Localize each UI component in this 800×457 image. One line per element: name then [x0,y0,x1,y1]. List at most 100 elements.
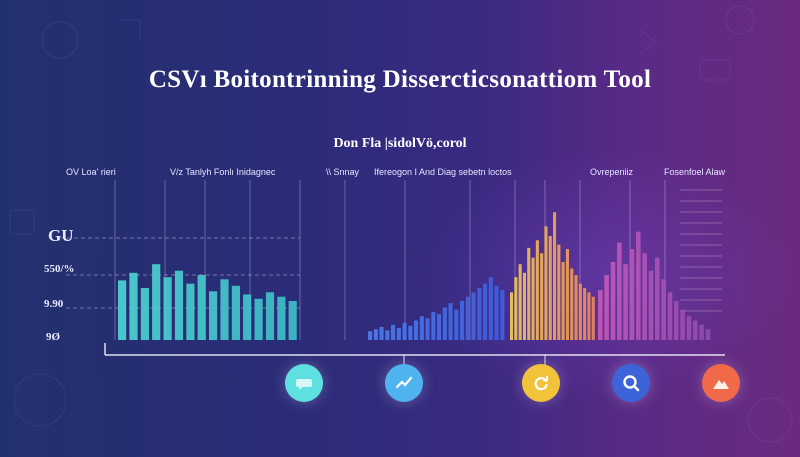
bar-yellow-orange-15 [574,275,578,340]
bar-pink-purple-14 [686,316,692,340]
bar-teal-2 [140,288,149,340]
bar-pink-purple-13 [680,309,685,340]
bar-teal-3 [152,264,161,340]
bar-blue-23 [500,290,505,340]
bar-blue-6 [402,322,407,340]
bar-teal-10 [231,285,240,340]
bar-teal-9 [220,279,229,340]
page-title: CSVı Boitontrinning Dissercticsonattiom … [148,66,652,93]
bar-blue-15 [454,309,459,340]
bar-blue-10 [425,318,430,340]
bar-blue-0 [368,331,373,340]
bar-pink-purple-2 [610,262,616,340]
column-label-4: Ifereogon I And Diag sebetn loctos [374,167,512,177]
bar-yellow-orange-11 [557,244,561,340]
bar-pink-purple-10 [661,279,666,340]
bar-teal-13 [265,292,275,340]
bar-yellow-orange-4 [527,247,531,340]
bar-yellow-orange-18 [587,292,591,340]
bar-blue-17 [465,296,470,340]
bar-blue-7 [408,325,413,340]
bar-blue-12 [437,314,442,340]
bar-pink-purple-7 [642,253,647,340]
bar-pink-purple-16 [699,324,704,340]
bar-yellow-orange-1 [514,277,518,340]
refresh-cycle-button[interactable] [522,364,560,402]
bar-yellow-orange-16 [578,283,582,340]
bar-teal-7 [197,275,206,340]
bar-yellow-orange-6 [535,240,539,340]
bar-blue-4 [391,324,396,340]
bar-blue-8 [414,320,419,340]
bar-yellow-orange-9 [548,236,552,340]
y-tick-label-1: GU [48,226,74,245]
bar-yellow-orange-5 [531,257,535,340]
chat-bubble-button[interactable] [285,364,323,402]
bar-blue-18 [471,292,476,340]
bar-pink-purple-12 [674,301,679,340]
bar-blue-16 [460,301,465,340]
y-tick-label-2: 550/% [44,263,75,275]
bar-pink-purple-0 [598,290,603,340]
column-label-6: Fosenfoel Alaw [664,167,726,177]
column-label-2: V/z Tanlyh Fonlı Inidagnec [170,167,276,177]
bar-blue-14 [448,303,453,340]
bar-blue-2 [379,327,384,340]
trend-line-button[interactable] [385,364,423,402]
bar-yellow-orange-2 [518,264,522,340]
bar-pink-purple-4 [623,264,628,340]
column-label-1: OV Loa' rieri [66,167,116,177]
bar-blue-19 [477,288,482,340]
bar-pink-purple-1 [604,275,609,340]
bar-blue-20 [483,283,488,340]
bar-teal-14 [277,296,286,340]
chart-subtitle: Don Fla |sidolVö,corol [333,136,467,151]
mountain-shape-button[interactable] [702,364,740,402]
bar-pink-purple-17 [705,329,711,340]
chat-bubble-icon [294,373,314,393]
bar-teal-6 [186,283,195,340]
bar-teal-1 [129,272,138,340]
bar-yellow-orange-19 [591,296,595,340]
bar-blue-3 [385,330,390,341]
bar-blue-9 [419,316,424,340]
bar-yellow-orange-0 [510,292,514,340]
bar-teal-11 [243,294,252,340]
bar-yellow-orange-14 [570,268,574,340]
bar-blue-21 [488,277,493,340]
bar-blue-5 [396,328,401,340]
bar-pink-purple-11 [667,292,673,340]
bar-yellow-orange-8 [544,226,548,341]
bar-blue-1 [373,329,378,340]
bar-yellow-orange-7 [540,253,544,340]
bar-pink-purple-15 [693,320,698,340]
y-tick-label-3: 9.90 [44,298,64,310]
search-magnifier-button[interactable] [612,364,650,402]
bar-teal-0 [118,280,127,340]
trend-line-icon [394,373,414,393]
bar-pink-purple-9 [655,257,660,340]
bar-pink-purple-8 [648,270,654,340]
search-magnifier-icon [621,373,641,393]
bar-blue-13 [442,307,447,340]
bar-yellow-orange-13 [565,249,569,340]
refresh-cycle-icon [531,373,551,393]
bar-yellow-orange-10 [553,212,557,340]
bar-yellow-orange-17 [583,288,587,340]
bar-teal-12 [254,298,263,340]
bar-teal-8 [209,291,218,341]
bar-yellow-orange-12 [561,262,565,340]
bar-pink-purple-5 [629,249,635,340]
bar-teal-15 [288,301,297,340]
bar-teal-4 [163,277,172,340]
y-tick-label-4: 9Ø [46,331,61,343]
bar-pink-purple-3 [617,242,622,340]
bar-blue-11 [431,311,436,340]
column-label-3: \\ Snnay [326,167,360,177]
bar-teal-5 [174,270,184,340]
column-label-5: Ovrepeniiz [590,167,634,177]
bar-blue-22 [494,285,499,340]
bar-yellow-orange-3 [522,272,526,340]
